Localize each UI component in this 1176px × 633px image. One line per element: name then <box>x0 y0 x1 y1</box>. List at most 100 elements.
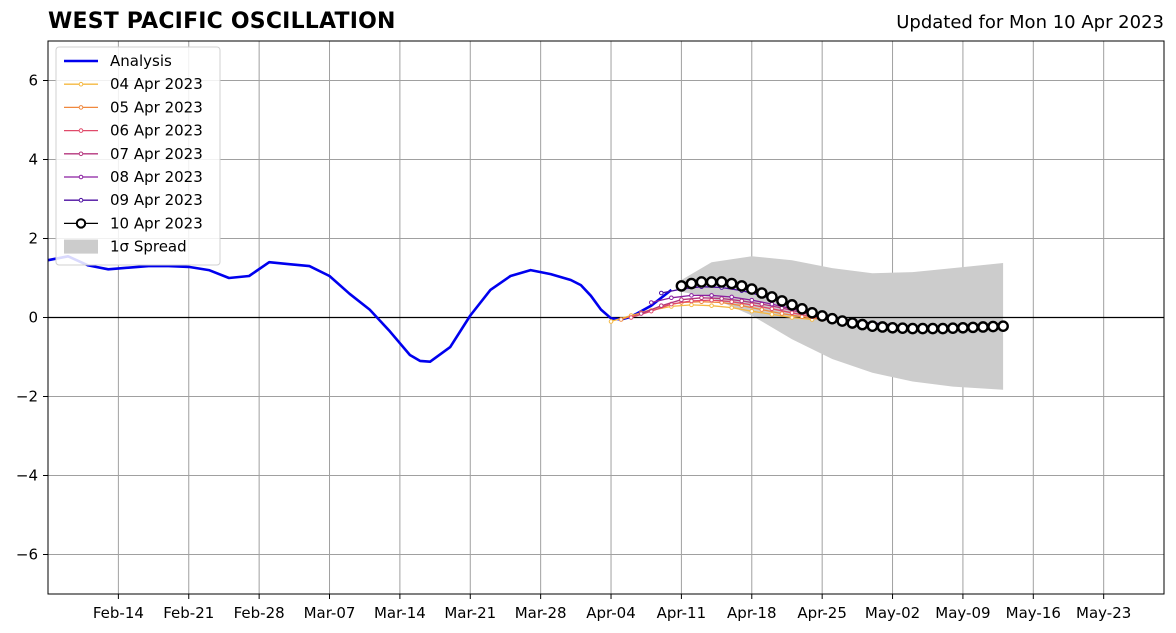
legend-label: 09 Apr 2023 <box>110 191 203 209</box>
forecast-point <box>896 322 909 334</box>
x-tick-label: Mar-21 <box>444 604 496 622</box>
legend-marker <box>78 81 84 87</box>
forecast-point <box>769 312 775 317</box>
forecast-point <box>695 276 708 288</box>
analysis-line <box>47 254 673 364</box>
forecast-point <box>608 319 614 324</box>
forecast-point <box>658 303 664 308</box>
forecast-point <box>725 277 738 290</box>
legend-marker <box>78 174 84 180</box>
legend-label: Analysis <box>110 52 172 70</box>
x-tick-label: Feb-14 <box>93 604 144 622</box>
legend-box <box>55 46 221 266</box>
x-tick-label: Apr-11 <box>657 604 707 622</box>
legend-label: 05 Apr 2023 <box>110 98 203 116</box>
forecast-point <box>705 276 718 288</box>
forecast-point <box>856 318 869 331</box>
forecast-point <box>729 294 734 300</box>
forecast-point <box>675 280 688 292</box>
legend-label: 08 Apr 2023 <box>110 168 203 186</box>
forecast-point <box>769 306 775 312</box>
forecast-point <box>689 298 694 304</box>
forecast-point <box>689 302 694 308</box>
chart-title: WEST PACIFIC OSCILLATION <box>48 9 396 34</box>
forecast-point <box>926 322 939 335</box>
forecast-point <box>937 322 949 335</box>
forecast-point <box>836 315 849 327</box>
x-tick-label: Apr-04 <box>586 604 636 622</box>
forecast-point <box>766 291 778 303</box>
forecast-point <box>916 322 929 335</box>
forecast-point <box>749 302 755 308</box>
forecast-point <box>679 297 684 303</box>
forecast-point <box>739 298 745 304</box>
forecast-point <box>685 277 698 290</box>
forecast-point <box>789 310 795 316</box>
x-tick-label: Mar-14 <box>374 604 426 622</box>
forecast-point <box>689 293 694 298</box>
legend-label: 06 Apr 2023 <box>110 122 203 140</box>
x-tick-label: Mar-28 <box>515 604 567 622</box>
x-axis: Feb-14 Feb-21 Feb-28 Mar-07 Mar-14 Mar-21 Mar-… <box>93 594 1131 622</box>
forecast-point <box>967 321 979 334</box>
forecast-point <box>997 320 1009 332</box>
legend: Analysis 04 Apr 2023 05 Apr 2023 06 Apr 202… <box>55 46 221 266</box>
y-tick-label: −4 <box>16 467 38 485</box>
forecast-point <box>759 307 765 312</box>
legend-label: 1σ Spread <box>110 238 187 256</box>
x-tick-label: Apr-18 <box>727 604 777 622</box>
legend-label: 04 Apr 2023 <box>110 75 203 93</box>
forecast-point <box>739 303 745 308</box>
forecast-point <box>789 315 795 320</box>
y-tick-label: 6 <box>28 72 38 90</box>
y-axis: −6 −4 −2 0 2 4 6 <box>16 72 48 564</box>
forecast-point <box>729 305 734 310</box>
y-tick-label: 0 <box>28 309 38 327</box>
y-tick-label: −6 <box>16 546 38 564</box>
legend-marker <box>78 105 84 110</box>
forecast-point <box>648 300 654 305</box>
y-tick-label: −2 <box>16 388 38 406</box>
legend-marker <box>75 218 87 229</box>
forecast-point <box>786 299 798 311</box>
forecast-point <box>628 315 634 320</box>
forecast-point <box>745 283 758 295</box>
x-tick-label: Feb-21 <box>163 604 214 622</box>
forecast-point <box>749 297 755 303</box>
forecast-point <box>769 301 775 307</box>
forecast-point <box>806 306 818 319</box>
x-tick-label: Feb-28 <box>234 604 285 622</box>
forecast-layer <box>608 276 1009 335</box>
legend-swatch <box>64 239 98 254</box>
forecast-point <box>977 321 989 333</box>
forecast-point <box>796 303 808 315</box>
legend-marker <box>78 128 84 133</box>
forecast-point <box>749 308 755 314</box>
forecast-point <box>658 290 664 296</box>
forecast-point <box>846 317 859 329</box>
x-tick-label: Mar-07 <box>304 604 356 622</box>
legend-marker <box>78 151 84 157</box>
forecast-point <box>669 295 674 301</box>
forecast-point <box>826 312 839 325</box>
legend-label: 07 Apr 2023 <box>110 145 203 163</box>
analysis-layer <box>47 254 673 364</box>
forecast-point <box>876 321 889 333</box>
forecast-point <box>699 295 704 301</box>
forecast-point <box>719 296 724 301</box>
forecast-point <box>756 287 768 299</box>
forecast-point <box>709 293 714 298</box>
forecast-point <box>947 322 959 334</box>
x-tick-label: May-02 <box>865 604 920 622</box>
forecast-point <box>987 320 999 333</box>
forecast-point <box>638 311 644 316</box>
forecast-point <box>866 320 879 332</box>
forecast-point <box>709 303 714 308</box>
forecast-point <box>618 317 624 322</box>
x-tick-label: May-23 <box>1076 604 1131 622</box>
x-tick-label: May-16 <box>1006 604 1061 622</box>
forecast-point <box>735 280 748 292</box>
legend-marker <box>78 197 84 203</box>
y-tick-label: 2 <box>28 230 38 248</box>
